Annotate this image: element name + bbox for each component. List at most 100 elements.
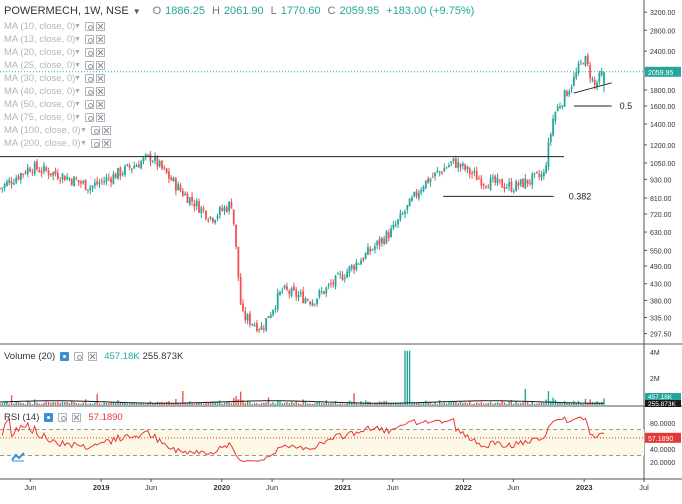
candle-body (202, 208, 205, 210)
close-icon[interactable] (95, 74, 105, 83)
settings-icon[interactable] (84, 22, 94, 31)
volume-bar (207, 402, 209, 405)
candle-body (112, 173, 115, 184)
ma-indicator-row[interactable]: MA (20, close, 0) ▼ (4, 46, 111, 59)
candle-body (380, 237, 383, 244)
chevron-down-icon[interactable]: ▼ (132, 6, 141, 16)
chevron-down-icon[interactable]: ▼ (74, 88, 81, 95)
volume-bar (395, 403, 397, 405)
candle-body (269, 314, 272, 318)
ma-indicator-row[interactable]: MA (50, close, 0) ▼ (4, 98, 111, 111)
close-icon[interactable] (95, 48, 105, 57)
chevron-down-icon[interactable]: ▼ (74, 62, 81, 69)
candle-body (508, 182, 511, 187)
volume-bar (251, 404, 253, 405)
candle-body (591, 78, 594, 81)
volume-bar (316, 401, 318, 405)
settings-icon[interactable] (84, 61, 94, 70)
volume-bar (258, 404, 260, 405)
settings-icon[interactable] (84, 48, 94, 57)
ma-indicator-row[interactable]: MA (75, close, 0) ▼ (4, 111, 111, 124)
close-icon[interactable] (95, 22, 105, 31)
volume-bar (10, 395, 13, 405)
ma-indicator-row[interactable]: MA (13, close, 0) ▼ (4, 33, 111, 46)
settings-icon[interactable] (90, 126, 100, 135)
volume-bar (221, 403, 223, 405)
volume-bar (580, 403, 582, 405)
chevron-down-icon[interactable]: ▼ (74, 36, 81, 43)
ma-indicator-row[interactable]: MA (25, close, 0) ▼ (4, 59, 111, 72)
eye-icon[interactable] (44, 413, 54, 422)
settings-icon[interactable] (74, 352, 84, 361)
chevron-down-icon[interactable]: ▼ (74, 75, 81, 82)
chevron-down-icon[interactable]: ▼ (74, 23, 81, 30)
candle-body (561, 105, 564, 108)
chevron-down-icon[interactable]: ▼ (74, 114, 81, 121)
candle-body (205, 210, 207, 219)
candle-body (311, 302, 314, 306)
candle-body (466, 166, 469, 170)
chevron-down-icon[interactable]: ▼ (74, 49, 81, 56)
settings-icon[interactable] (84, 87, 94, 96)
volume-bar (31, 404, 34, 405)
candle-body (570, 86, 573, 90)
eye-icon[interactable] (60, 352, 70, 361)
candle-body (274, 308, 277, 310)
volume-bar (540, 402, 543, 405)
settings-icon[interactable] (84, 100, 94, 109)
collapse-chevron-icon[interactable] (11, 452, 25, 462)
chevron-down-icon[interactable]: ▼ (80, 127, 87, 134)
symbol-label[interactable]: POWERMECH, 1W, NSE (4, 5, 129, 17)
volume-bar (73, 402, 75, 405)
settings-icon[interactable] (84, 35, 94, 44)
close-icon[interactable] (95, 61, 105, 70)
close-icon[interactable] (72, 413, 82, 422)
candle-body (316, 298, 318, 304)
price-axis-label: 297.50 (650, 332, 672, 339)
volume-bar (270, 403, 272, 405)
volume-bar (399, 402, 402, 405)
volume-bar (54, 402, 57, 405)
ma-indicator-row[interactable]: MA (100, close, 0) ▼ (4, 124, 111, 137)
volume-bar (182, 391, 184, 405)
candle-body (332, 282, 335, 285)
close-icon[interactable] (101, 139, 111, 148)
ma-indicator-row[interactable]: MA (40, close, 0) ▼ (4, 85, 111, 98)
close-icon[interactable] (95, 35, 105, 44)
ma-indicator-row[interactable]: MA (200, close, 0) ▼ (4, 137, 111, 150)
volume-bar (290, 401, 293, 405)
candle-body (302, 291, 305, 303)
candle-body (170, 177, 173, 181)
candle-body (179, 185, 182, 191)
volume-bar (244, 403, 247, 405)
candle-body (434, 172, 436, 177)
close-icon[interactable] (95, 100, 105, 109)
candle-body (598, 72, 601, 82)
candle-body (464, 164, 467, 170)
settings-icon[interactable] (90, 139, 100, 148)
candle-body (87, 189, 89, 191)
chevron-down-icon[interactable]: ▼ (74, 101, 81, 108)
candle-body (436, 171, 439, 173)
settings-icon[interactable] (84, 74, 94, 83)
volume-bar (513, 403, 515, 405)
close-icon[interactable] (101, 126, 111, 135)
close-icon[interactable] (88, 352, 98, 361)
ma-indicator-row[interactable]: MA (10, close, 0) ▼ (4, 20, 111, 33)
candle-body (540, 174, 543, 178)
time-axis-label: Jun (387, 483, 399, 492)
volume-bar (309, 403, 311, 405)
candle-body (445, 167, 448, 169)
settings-icon[interactable] (84, 113, 94, 122)
close-icon[interactable] (95, 113, 105, 122)
ma-indicator-row[interactable]: MA (30, close, 0) ▼ (4, 72, 111, 85)
chevron-down-icon[interactable]: ▼ (80, 140, 87, 147)
candle-body (438, 171, 441, 173)
price-axis-label: 1600.00 (650, 104, 675, 111)
volume-bar (249, 401, 251, 405)
settings-icon[interactable] (58, 413, 68, 422)
candle-body (378, 238, 381, 245)
close-icon[interactable] (95, 87, 105, 96)
